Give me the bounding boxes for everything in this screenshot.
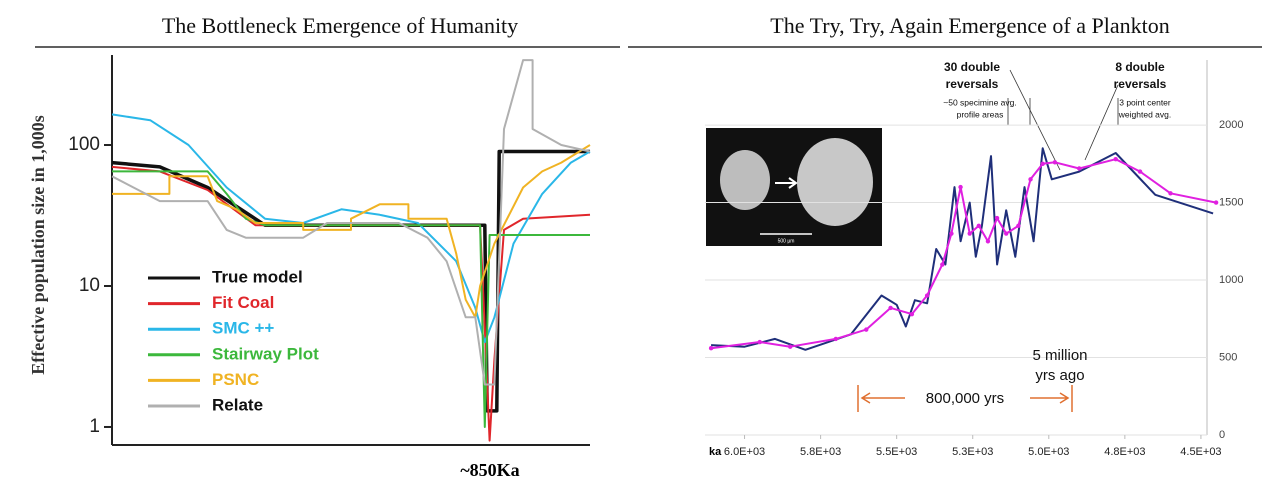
point	[1137, 169, 1143, 174]
annotation: ~850Ka	[460, 460, 519, 480]
legend-label: Relate	[212, 395, 263, 414]
annotation: weighted avg.	[1118, 109, 1171, 119]
legend-label: Fit Coal	[212, 293, 274, 312]
y-tick-label: 2000	[1219, 119, 1243, 131]
point	[1077, 166, 1082, 171]
inset-label: 500 µm	[778, 238, 795, 244]
x-tick-label: 5.8E+03	[800, 446, 841, 458]
x-tick-label: 5.5E+03	[876, 446, 917, 458]
point	[1040, 161, 1045, 167]
point	[976, 223, 982, 229]
point	[1004, 231, 1009, 236]
x-tick-label: 4.5E+03	[1180, 446, 1221, 458]
legend-label: True model	[212, 267, 303, 286]
point	[787, 344, 793, 349]
annotation: 5 million	[1032, 347, 1087, 364]
y-tick-label: 1000	[1219, 274, 1243, 286]
legend-label: Stairway Plot	[212, 344, 319, 363]
y-tick-label: 1	[89, 416, 100, 437]
y-tick-label: 0	[1219, 429, 1225, 441]
annotation: profile areas	[957, 109, 1004, 119]
annotation: 3 point center	[1119, 97, 1171, 107]
point	[924, 293, 930, 298]
point	[994, 215, 1000, 221]
point	[940, 262, 945, 267]
legend-label: PSNC	[212, 370, 259, 389]
series-line	[711, 147, 1214, 351]
y-tick-label: 1500	[1219, 196, 1243, 208]
point	[958, 184, 963, 190]
y-tick-label: 100	[68, 134, 100, 155]
point	[1168, 191, 1173, 196]
point	[864, 327, 869, 332]
y-label: Effective population size in 1,000s	[28, 115, 48, 375]
point	[708, 346, 714, 351]
series-line	[111, 59, 591, 386]
annotation: 800,000 yrs	[926, 390, 1004, 407]
x-tick-label: 6.0E+03	[724, 446, 765, 458]
series-line	[111, 165, 591, 442]
point	[967, 231, 972, 236]
annotation: 8 double	[1115, 60, 1165, 74]
range-arrows	[857, 385, 1073, 412]
annotation: 30 double	[944, 60, 1000, 74]
point	[909, 311, 915, 317]
chart-title: The Bottleneck Emergence of Humanity	[162, 13, 518, 38]
series-line	[111, 149, 590, 413]
inset-image	[706, 128, 882, 246]
x-label: ka	[709, 446, 722, 458]
point	[985, 239, 991, 244]
point	[949, 231, 954, 236]
annotation: reversals	[1114, 77, 1167, 91]
annotation: yrs ago	[1035, 367, 1084, 384]
legend-label: SMC ++	[212, 319, 274, 338]
series-line	[111, 113, 591, 344]
y-tick-label: 500	[1219, 351, 1237, 363]
y-tick-label: 10	[79, 275, 100, 296]
point	[757, 339, 762, 345]
point	[1016, 223, 1021, 229]
point	[833, 336, 839, 342]
x-tick-label: 4.8E+03	[1104, 446, 1145, 458]
x-tick-label: 5.3E+03	[952, 446, 993, 458]
point	[1028, 177, 1033, 182]
chart-title: The Try, Try, Again Emergence of a Plank…	[770, 13, 1169, 38]
point	[1113, 156, 1118, 162]
point	[1052, 160, 1058, 165]
callout-lines	[1007, 69, 1119, 171]
x-tick-label: 5.0E+03	[1028, 446, 1069, 458]
point	[888, 305, 893, 311]
series-line	[112, 170, 590, 428]
point	[1213, 200, 1219, 205]
annotation: reversals	[946, 77, 999, 91]
annotation: ~50 specimine avg.	[943, 97, 1016, 107]
